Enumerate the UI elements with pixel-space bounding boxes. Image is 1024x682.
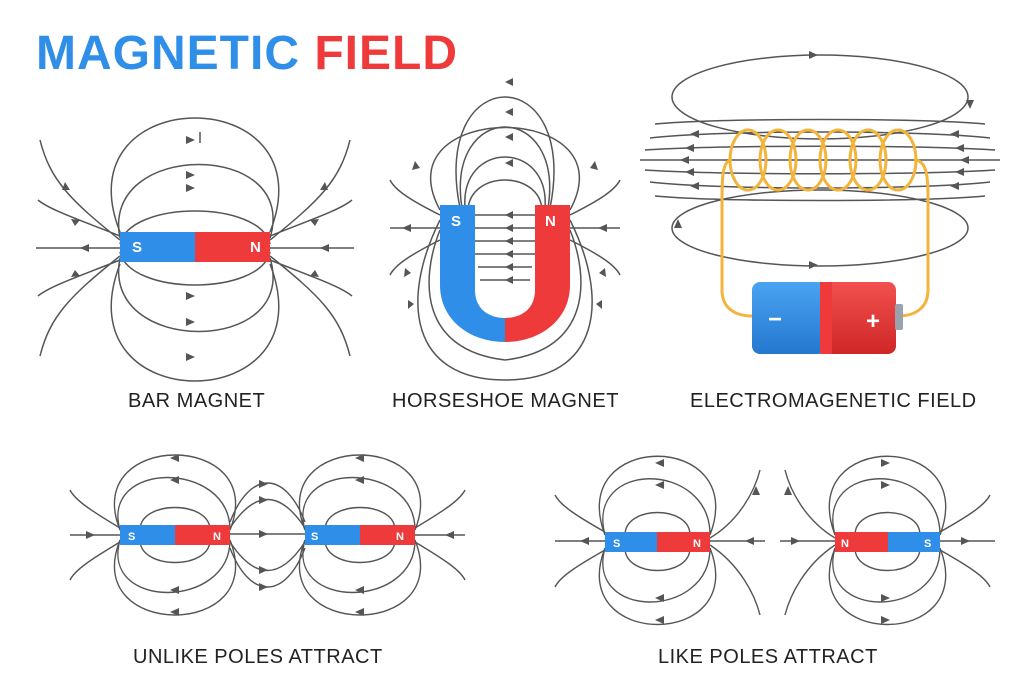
horseshoe-s-label: S [451, 213, 461, 230]
unlike-magnet2-south [305, 525, 360, 545]
horseshoe-magnet-diagram: S N [389, 78, 621, 381]
bar-magnet-south-pole [120, 232, 195, 262]
battery-positive-side [820, 282, 896, 354]
bar-magnet-s-label: S [132, 239, 142, 256]
unlike-poles-diagram: S N S N [69, 454, 466, 616]
unlike-magnet1-south [120, 525, 175, 545]
battery-plus-label: + [866, 308, 880, 335]
unlike-magnet1-north [175, 525, 230, 545]
bar-magnet-diagram: S N [36, 117, 354, 382]
bar-magnet-north-pole [195, 232, 270, 262]
unlike-m1-s-label: S [128, 531, 135, 543]
unlike-poles-field-lines [69, 454, 466, 616]
bar-magnet-n-label: N [250, 239, 261, 256]
battery-terminal [895, 304, 903, 330]
horseshoe-south-arm [440, 205, 505, 342]
like-m1-s-label: S [613, 538, 620, 550]
caption-electromagnetic-field: ELECTROMAGENETIC FIELD [690, 390, 977, 412]
electromagnetic-diagram: − + [640, 51, 1000, 354]
unlike-m1-n-label: N [213, 531, 221, 543]
like-magnet1-north [657, 532, 710, 552]
caption-bar-magnet: BAR MAGNET [128, 390, 266, 412]
like-magnet2-north [835, 532, 888, 552]
horseshoe-field-lines [389, 96, 621, 381]
unlike-magnet2-north [360, 525, 415, 545]
caption-unlike-poles: UNLIKE POLES ATTRACT [133, 646, 383, 668]
caption-horseshoe-magnet: HORSESHOE MAGNET [392, 390, 619, 412]
like-magnet1-south [605, 532, 657, 552]
horseshoe-north-arm [505, 205, 570, 342]
title-word-magnetic: MAGNETIC [36, 27, 300, 80]
horseshoe-n-label: N [545, 213, 556, 230]
like-poles-diagram: S N N S [554, 455, 995, 626]
caption-like-poles: LIKE POLES ATTRACT [658, 646, 878, 668]
unlike-m2-n-label: N [396, 531, 404, 543]
electromagnet-coil [720, 128, 930, 318]
like-m2-s-label: S [924, 538, 931, 550]
page-title: MAGNETIC FIELD [36, 26, 458, 81]
like-magnet2-south [888, 532, 940, 552]
like-poles-field-lines [554, 455, 995, 626]
like-m2-n-label: N [841, 538, 849, 550]
battery-negative-side [752, 282, 826, 354]
unlike-m2-s-label: S [311, 531, 318, 543]
battery-minus-label: − [768, 306, 782, 333]
title-word-field: FIELD [314, 27, 458, 80]
like-m1-n-label: N [693, 538, 701, 550]
